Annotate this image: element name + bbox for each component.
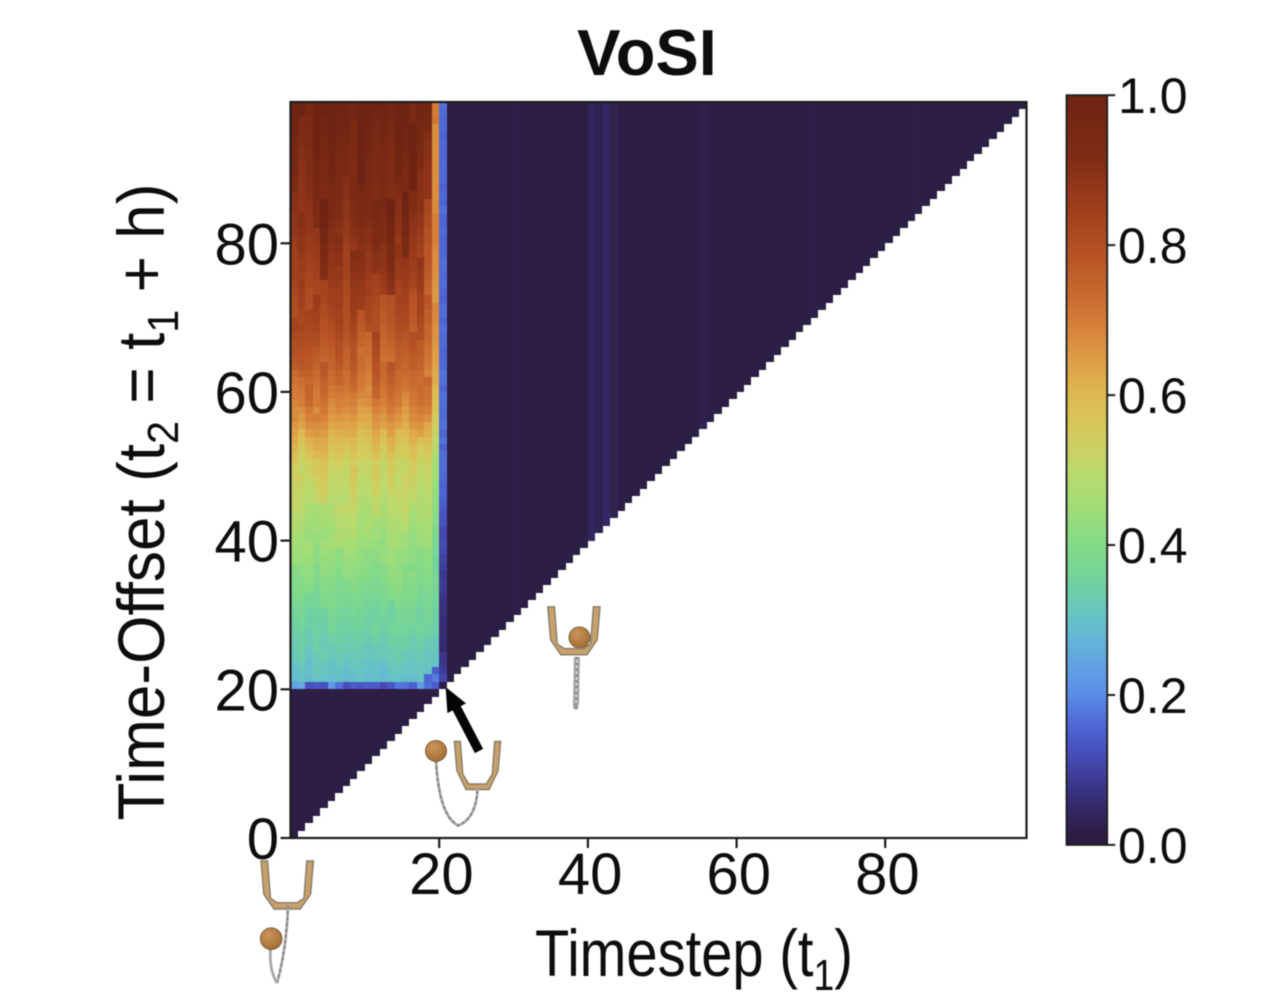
svg-text:0.4: 0.4 xyxy=(1118,518,1188,574)
svg-text:80: 80 xyxy=(855,842,920,907)
svg-text:40: 40 xyxy=(558,842,623,907)
svg-text:0.0: 0.0 xyxy=(1118,818,1188,874)
svg-text:VoSI: VoSI xyxy=(577,16,717,89)
svg-text:80: 80 xyxy=(214,212,279,277)
svg-text:20: 20 xyxy=(409,842,474,907)
svg-text:0.8: 0.8 xyxy=(1118,218,1188,274)
svg-text:20: 20 xyxy=(214,658,279,723)
svg-text:0.6: 0.6 xyxy=(1118,368,1188,424)
svg-text:40: 40 xyxy=(214,510,279,575)
svg-text:Time-Offset (t2 = t1 + h): Time-Offset (t2 = t1 + h) xyxy=(104,184,188,821)
svg-text:Timestep (t1): Timestep (t1) xyxy=(535,917,853,1000)
svg-text:60: 60 xyxy=(707,842,772,907)
svg-text:1.0: 1.0 xyxy=(1118,68,1188,124)
svg-text:0.2: 0.2 xyxy=(1118,668,1188,724)
svg-text:60: 60 xyxy=(214,361,279,426)
